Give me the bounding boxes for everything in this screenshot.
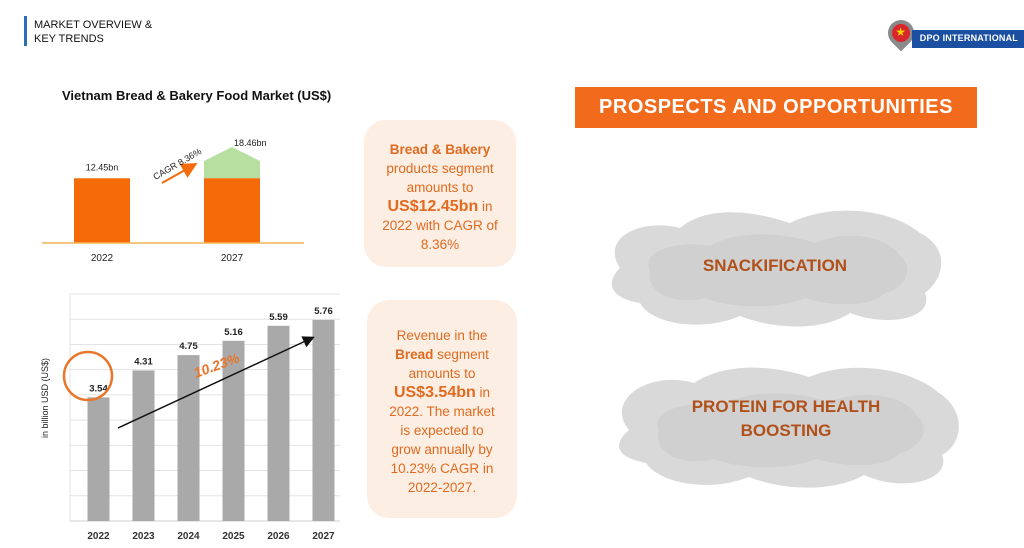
revenue-value-2023: 4.31 xyxy=(134,356,153,367)
revenue-bar-2023 xyxy=(132,370,155,521)
growth-arrow xyxy=(117,336,315,429)
market-callout: Bread & Bakery products segment amounts … xyxy=(364,120,516,267)
callout2-line6: is expected to xyxy=(400,423,484,438)
revenue-category-2025: 2025 xyxy=(222,531,245,542)
revenue-bar-2026 xyxy=(267,325,290,521)
market-size-chart: 12.45bn 18.46bn 2022 2027 CAGR 8.36% xyxy=(42,138,304,264)
cagr-label: CAGR 8.36% xyxy=(151,146,203,182)
market-bar-2027-growth xyxy=(204,147,260,179)
market-category-2027: 2027 xyxy=(221,253,244,264)
star-icon: ★ xyxy=(895,25,906,39)
callout2-line2-bold: Bread xyxy=(395,347,434,362)
revenue-value-2024: 4.75 xyxy=(179,341,198,352)
revenue-value-2026: 5.59 xyxy=(269,312,288,323)
callout2-line2-rest: segment xyxy=(433,347,489,362)
market-bar-2022 xyxy=(74,178,130,243)
prospects-banner: PROSPECTS AND OPPORTUNITIES xyxy=(575,87,977,128)
callout1-line1: Bread & Bakery xyxy=(389,142,491,157)
watercolor-cloud-shape xyxy=(611,210,942,327)
company-logo-text: DPO INTERNATIONAL xyxy=(919,33,1018,43)
callout1-line6: 8.36% xyxy=(420,237,460,252)
trend-cloud-protein: PROTEIN FOR HEALTH BOOSTING xyxy=(604,355,968,495)
revenue-chart: 3.544.314.755.165.595.76 2022 2023 2024 202… xyxy=(40,293,340,542)
highlight-circle xyxy=(62,350,114,402)
cagr-arrow xyxy=(161,163,198,184)
callout2-line7: grow annually by xyxy=(391,442,493,457)
header-accent-bar xyxy=(24,16,27,46)
section-title: MARKET OVERVIEW & KEY TRENDS xyxy=(34,18,152,46)
revenue-chart-grid xyxy=(69,293,340,522)
trend-label-protein-line2: BOOSTING xyxy=(740,421,832,440)
revenue-category-2022: 2022 xyxy=(87,531,110,542)
revenue-bar-2025 xyxy=(222,340,245,521)
revenue-value-2022: 3.54 xyxy=(89,383,108,394)
callout2-line4-suffix: in xyxy=(475,385,491,400)
revenue-bars xyxy=(87,319,335,521)
revenue-category-2023: 2023 xyxy=(132,531,155,542)
trend-cloud-snackification: SNACKIFICATION xyxy=(600,198,950,334)
callout1-line3: amounts to xyxy=(406,180,474,195)
revenue-y-axis-label: in billion USD (US$) xyxy=(40,358,50,438)
revenue-category-labels: 2022 2023 2024 2025 2026 2027 xyxy=(87,531,335,542)
callout2-line9: 2022-2027. xyxy=(407,480,477,495)
trend-label-protein-line1: PROTEIN FOR HEALTH xyxy=(691,397,881,416)
callout1-line4-suffix: in xyxy=(478,199,493,214)
callout2-line8: 10.23% CAGR in xyxy=(390,461,494,476)
callout2-line5: 2022. The market xyxy=(389,404,495,419)
trend-label-snackification: SNACKIFICATION xyxy=(702,256,848,275)
market-bar-2022-label: 12.45bn xyxy=(86,162,119,172)
company-logo: DPO INTERNATIONAL xyxy=(912,30,1024,48)
revenue-category-2024: 2024 xyxy=(177,531,200,542)
revenue-callout: Revenue in the Bread segment amounts to … xyxy=(367,300,517,518)
revenue-category-2026: 2026 xyxy=(267,531,290,542)
market-category-2022: 2022 xyxy=(91,253,114,264)
revenue-value-labels: 3.54 4.31 4.75 5.16 5.59 5.76 xyxy=(89,306,333,395)
callout1-amount: US$12.45bn xyxy=(387,198,479,215)
market-bar-2027-base xyxy=(204,178,260,243)
watercolor-cloud-shape xyxy=(618,367,959,488)
vietnam-flag-icon xyxy=(892,24,910,42)
callout1-line5: 2022 with CAGR of xyxy=(382,218,498,233)
callout2-amount: US$3.54bn xyxy=(393,384,476,401)
revenue-category-2027: 2027 xyxy=(312,531,335,542)
callout2-line1: Revenue in the xyxy=(396,328,488,343)
market-bar-2027-label: 18.46bn xyxy=(234,138,267,148)
revenue-value-2025: 5.16 xyxy=(224,327,243,338)
revenue-value-2027: 5.76 xyxy=(314,306,333,317)
callout2-line3: amounts to xyxy=(408,366,476,381)
section-title-line2: KEY TRENDS xyxy=(34,33,104,45)
revenue-bar-2024 xyxy=(177,355,200,521)
market-chart-title: Vietnam Bread & Bakery Food Market (US$) xyxy=(62,88,332,103)
callout1-line2: products segment xyxy=(386,161,494,176)
revenue-bar-2022 xyxy=(87,397,110,521)
section-title-line1: MARKET OVERVIEW & xyxy=(34,19,153,31)
revenue-bar-2027 xyxy=(312,319,335,521)
